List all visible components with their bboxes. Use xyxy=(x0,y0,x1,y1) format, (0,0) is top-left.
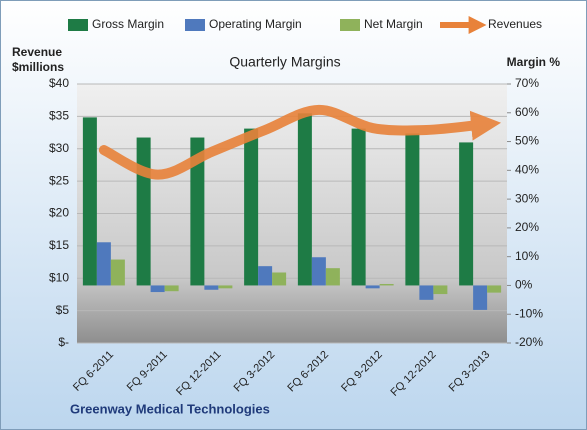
line xyxy=(98,104,502,180)
legend-label: Gross Margin xyxy=(92,17,164,31)
bar xyxy=(365,285,380,289)
legend-swatch xyxy=(68,19,88,31)
y2-tick-label: -10% xyxy=(515,306,543,320)
legend-label: Operating Margin xyxy=(209,17,302,31)
y-tick-label: $20 xyxy=(49,206,69,220)
y2-axis-label: Margin % xyxy=(507,55,561,69)
y2-tick-label: -20% xyxy=(515,335,543,349)
y2-tick-label: 60% xyxy=(515,105,539,119)
y2-tick-label: 0% xyxy=(515,278,533,292)
bar xyxy=(311,257,326,286)
y-tick-label: $5 xyxy=(56,303,70,317)
legend-swatch xyxy=(185,19,205,31)
legend-label: Revenues xyxy=(488,17,542,31)
y-tick-label: $10 xyxy=(49,270,69,284)
bar xyxy=(473,285,488,310)
y2-tick-label: 40% xyxy=(515,163,539,177)
bar xyxy=(218,285,233,289)
bar xyxy=(487,285,502,293)
bar xyxy=(164,285,179,292)
bar xyxy=(433,285,448,295)
y-tick-label: $40 xyxy=(49,76,69,90)
bar xyxy=(272,272,287,286)
bar xyxy=(136,137,151,286)
y-tick-label: $15 xyxy=(49,238,69,252)
bar xyxy=(379,284,394,286)
y-tick-label: $- xyxy=(58,335,69,349)
footer: Greenway Medical Technologies xyxy=(70,401,270,416)
bar xyxy=(150,285,165,293)
bar xyxy=(419,285,434,300)
bar xyxy=(110,259,125,286)
bar xyxy=(204,285,219,290)
y2-tick-label: 50% xyxy=(515,134,539,148)
y2-tick-label: 70% xyxy=(515,76,539,90)
y2-tick-label: 10% xyxy=(515,249,539,263)
bar xyxy=(190,137,205,286)
bar xyxy=(405,133,420,286)
y2-tick-label: 30% xyxy=(515,191,539,205)
bar xyxy=(459,142,474,286)
y-axis-label: Revenue $millions xyxy=(12,45,64,74)
chart-title: Quarterly Margins xyxy=(229,54,340,70)
bar xyxy=(297,113,312,286)
bar xyxy=(82,117,97,286)
bar xyxy=(325,268,340,286)
bar xyxy=(258,266,273,286)
y-tick-label: $25 xyxy=(49,173,69,187)
y2-tick-label: 20% xyxy=(515,220,539,234)
bar xyxy=(96,242,111,286)
bar xyxy=(351,128,366,286)
y-tick-label: $35 xyxy=(49,109,69,123)
y-tick-label: $30 xyxy=(49,141,69,155)
legend-swatch xyxy=(340,19,360,31)
legend-label: Net Margin xyxy=(364,17,423,31)
bar xyxy=(244,128,259,286)
